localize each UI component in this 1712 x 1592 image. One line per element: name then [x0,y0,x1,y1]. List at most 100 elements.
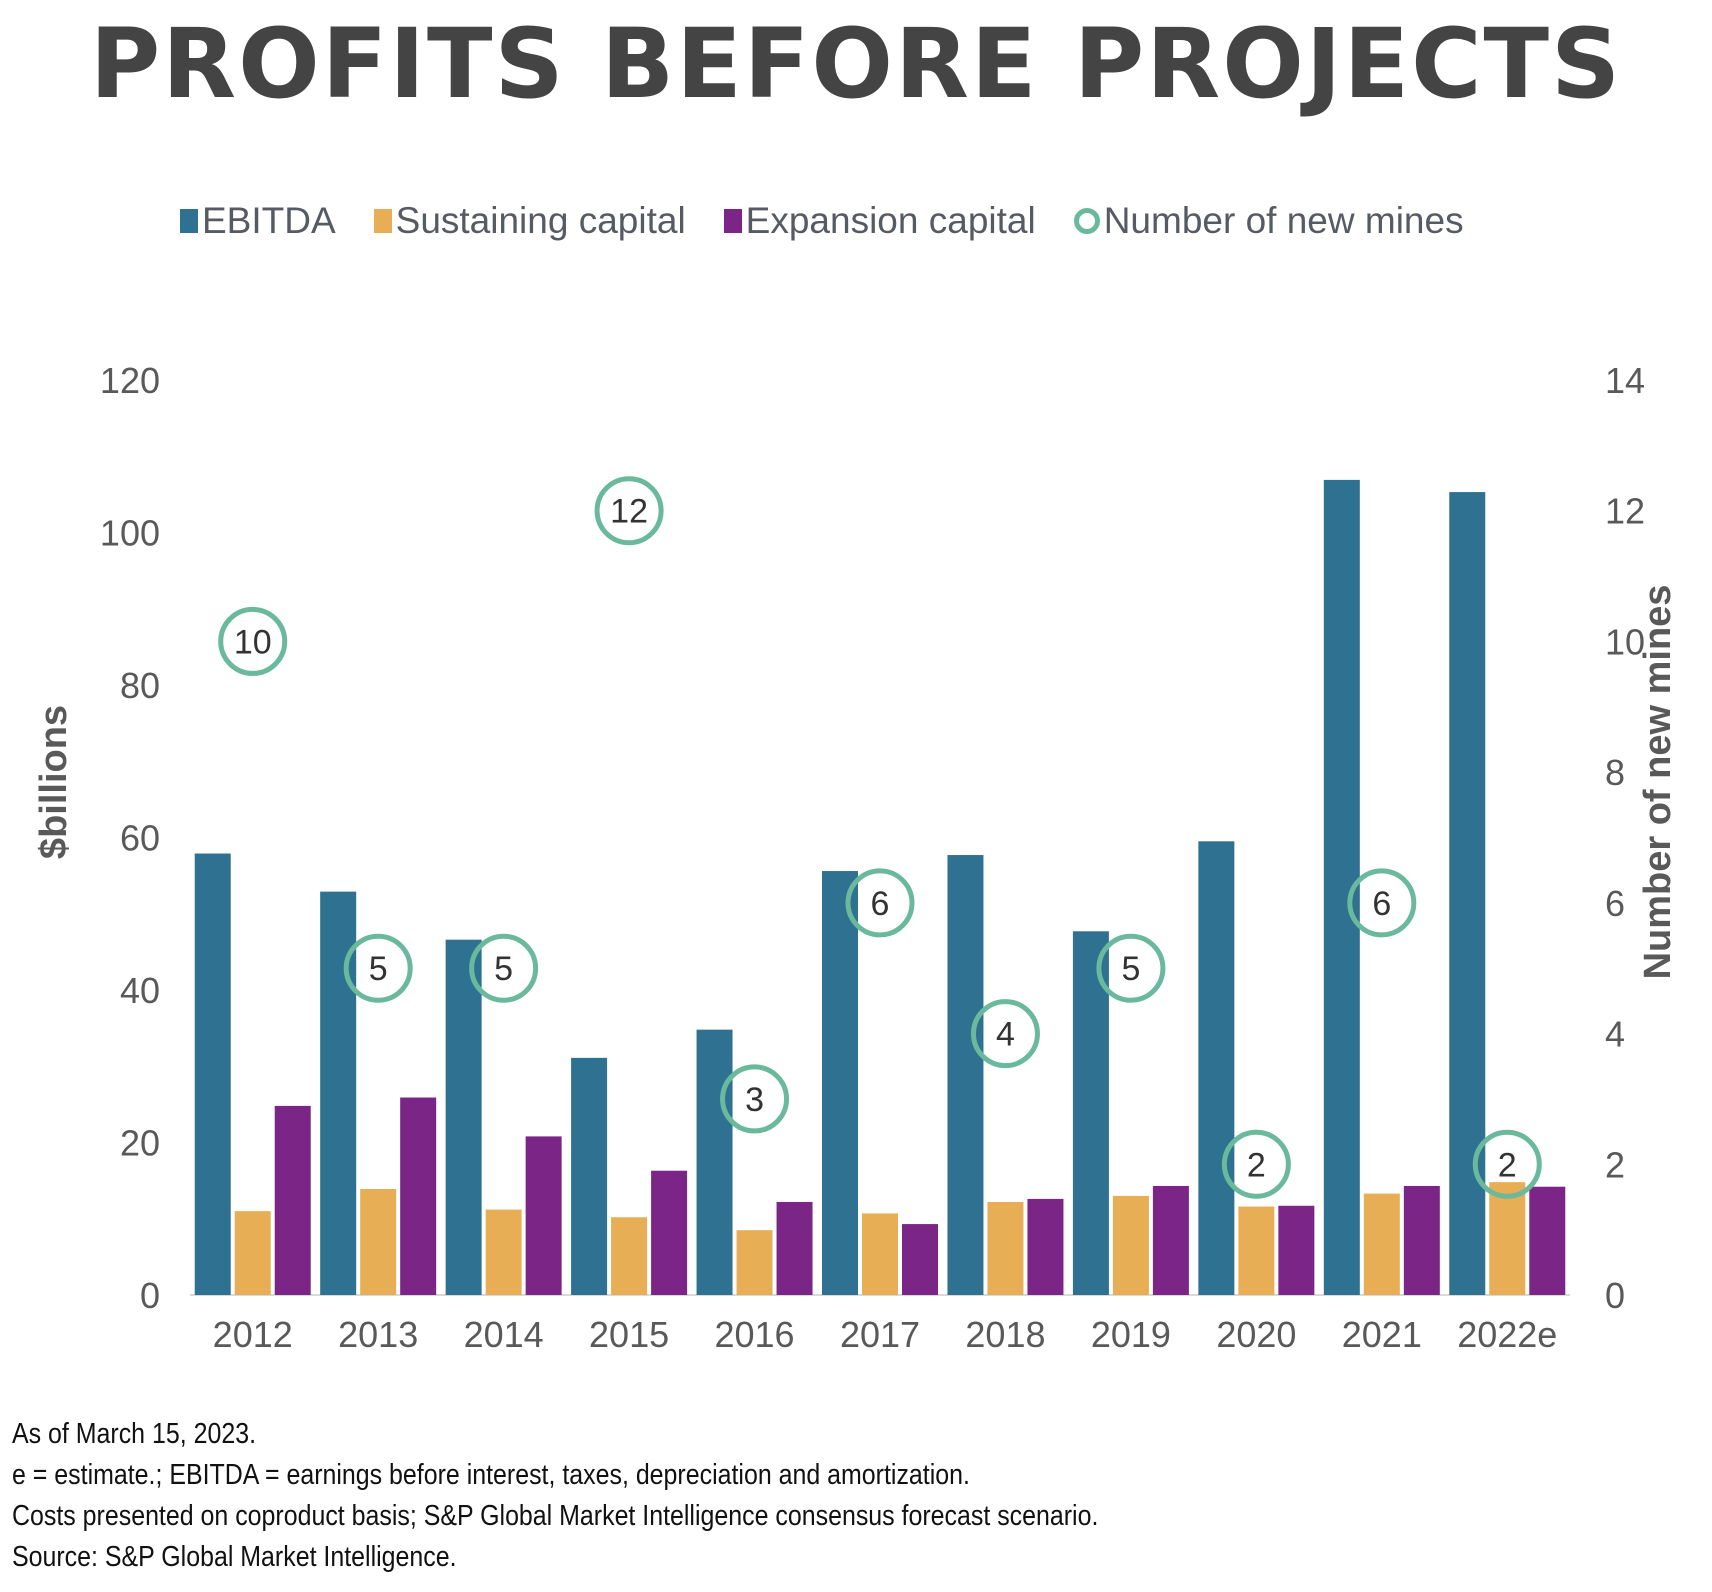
new-mines-marker [1472,1129,1542,1199]
bar-sustaining-capital [987,1201,1024,1295]
bar-expansion-capital [651,1170,688,1295]
bar-ebitda [947,855,984,1295]
new-mines-label: 2 [1498,1146,1517,1184]
bar-sustaining-capital [1112,1195,1149,1295]
x-tick-label: 2019 [1091,1314,1171,1355]
new-mines-marker [720,1064,790,1134]
bar-ebitda [822,871,858,1295]
legend-label: Expansion capital [745,200,1036,241]
bar-expansion-capital [776,1201,813,1295]
y2-tick-label: 2 [1605,1144,1625,1185]
note-definitions: e = estimate.; EBITDA = earnings before … [12,1459,970,1491]
bar-sustaining-capital [234,1211,271,1295]
bar-expansion-capital [1027,1198,1064,1295]
bar-expansion-capital [274,1105,311,1295]
x-tick-label: 2012 [213,1314,293,1355]
bar-ebitda [194,853,231,1295]
y-tick-label: 60 [120,818,160,859]
bar-ebitda [320,891,357,1295]
y-tick-label: 0 [140,1275,160,1316]
bar-sustaining-capital [611,1217,648,1295]
note-date: As of March 15, 2023. [12,1418,256,1450]
y-tick-label: 100 [100,513,160,554]
legend-item-ebitda: EBITDA [180,200,336,242]
y-tick-label: 80 [120,665,160,706]
y2-tick-label: 12 [1605,491,1645,532]
bar-ebitda [696,1029,733,1295]
legend: EBITDA Sustaining capital Expansion capi… [180,200,1464,242]
legend-label: EBITDA [202,200,336,241]
bar-expansion-capital [400,1097,437,1295]
x-tick-label: 2014 [464,1314,544,1355]
new-mines-marker [1347,868,1417,938]
legend-label: Sustaining capital [395,200,686,241]
new-mines-marker [970,999,1040,1069]
bar-ebitda [445,939,482,1295]
note-source: Source: S&P Global Market Intelligence. [12,1541,457,1573]
y2-tick-label: 14 [1605,360,1645,401]
y2-axis-label: Number of new mines [1637,585,1679,980]
x-tick-label: 2021 [1342,1314,1422,1355]
bar-expansion-capital [902,1224,938,1295]
new-mines-marker [594,476,664,546]
new-mines-label: 3 [745,1081,764,1119]
new-mines-marker [218,606,288,676]
x-tick-label: 2020 [1216,1314,1296,1355]
bar-expansion-capital [1152,1185,1189,1295]
legend-swatch-ebitda [180,209,198,233]
bar-sustaining-capital [360,1189,397,1295]
y-tick-label: 120 [100,360,160,401]
new-mines-label: 12 [610,493,648,531]
chart-title: PROFITS BEFORE PROJECTS [89,8,1623,120]
bar-sustaining-capital [862,1213,898,1295]
x-tick-label: 2018 [965,1314,1045,1355]
bar-ebitda [571,1057,608,1295]
x-tick-label: 2015 [589,1314,669,1355]
y-tick-label: 20 [120,1123,160,1164]
legend-label: Number of new mines [1103,200,1464,241]
bar-sustaining-capital [736,1230,773,1295]
new-mines-label: 10 [234,623,272,661]
bar-expansion-capital [1403,1185,1440,1295]
x-tick-label: 2013 [338,1314,418,1355]
x-tick-label: 2022e [1457,1314,1557,1355]
new-mines-label: 4 [996,1016,1015,1054]
new-mines-label: 6 [871,885,890,923]
new-mines-marker [469,933,539,1003]
bar-sustaining-capital [1363,1193,1400,1295]
bar-sustaining-capital [485,1209,522,1295]
bar-ebitda [1072,931,1109,1295]
legend-circle-icon [1073,208,1100,234]
y2-tick-label: 4 [1605,1014,1625,1055]
bar-expansion-capital [525,1136,562,1295]
new-mines-label: 6 [1372,885,1391,923]
new-mines-label: 5 [1121,950,1140,988]
bar-ebitda [1198,841,1235,1295]
new-mines-marker [845,868,915,938]
y2-tick-label: 6 [1605,883,1625,924]
new-mines-label: 5 [369,950,388,988]
x-tick-label: 2016 [714,1314,794,1355]
bar-sustaining-capital [1238,1206,1275,1295]
bar-ebitda [1449,492,1486,1295]
legend-item-new-mines: Number of new mines [1073,200,1464,242]
y2-tick-label: 8 [1605,752,1625,793]
legend-swatch-sustaining [373,209,392,233]
bar-sustaining-capital [1489,1182,1526,1295]
y2-tick-label: 10 [1605,621,1645,662]
legend-item-sustaining-capital: Sustaining capital [373,200,686,242]
footnotes: As of March 15, 2023. e = estimate.; EBI… [12,1414,1098,1578]
y-tick-label: 40 [120,970,160,1011]
new-mines-marker [343,933,413,1003]
new-mines-label: 5 [494,950,513,988]
new-mines-label: 2 [1247,1146,1266,1184]
y-axis-label: $billions [33,705,75,859]
legend-swatch-expansion [723,209,742,233]
legend-item-expansion-capital: Expansion capital [723,200,1036,242]
y2-tick-label: 0 [1605,1275,1625,1316]
bar-expansion-capital [1278,1205,1315,1295]
note-basis: Costs presented on coproduct basis; S&P … [12,1500,1099,1532]
new-mines-marker [1096,933,1166,1003]
x-tick-label: 2017 [840,1314,920,1355]
